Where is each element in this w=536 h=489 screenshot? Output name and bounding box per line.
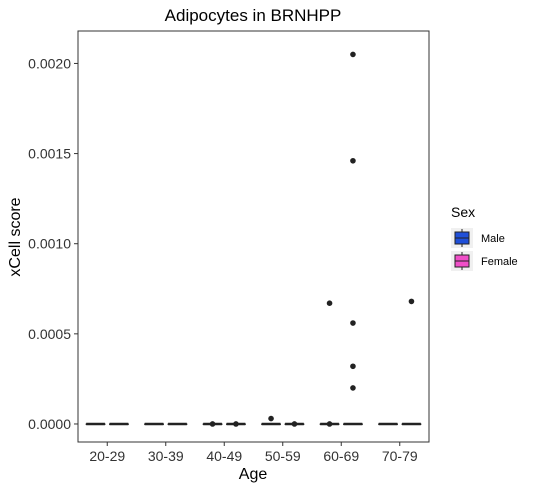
outlier-point <box>209 421 216 427</box>
x-axis: 20-29 30-39 40-49 50-59 60-69 70-79 <box>89 442 418 464</box>
y-axis-label: xCell score <box>7 197 24 276</box>
x-axis-label: Age <box>239 466 268 483</box>
x-tick-label: 50-59 <box>265 448 301 464</box>
y-tick-label: 0.0010 <box>28 236 71 252</box>
y-tick-label: 0.0020 <box>28 55 71 71</box>
outlier-point <box>350 51 356 58</box>
outlier-point <box>408 298 415 305</box>
legend-label: Male <box>481 233 505 245</box>
x-tick-label: 70-79 <box>382 448 418 464</box>
x-tick-label: 60-69 <box>323 448 359 464</box>
outlier-point <box>350 320 356 326</box>
legend: Sex Male Female <box>451 204 518 271</box>
chart-title: Adipocytes in BRNHPP <box>165 6 342 25</box>
chart-marks <box>85 51 422 427</box>
legend-keys: Male Female <box>451 228 518 271</box>
y-tick-label: 0.0015 <box>28 146 71 162</box>
plot-panel <box>77 30 430 443</box>
y-axis: 0.0000 0.0005 0.0010 0.0015 0.0020 <box>28 55 78 432</box>
outlier-point <box>291 421 298 427</box>
y-tick-label: 0.0005 <box>28 326 71 342</box>
x-tick-label: 30-39 <box>148 448 184 464</box>
y-tick-label: 0.0000 <box>28 416 71 432</box>
outlier-point <box>268 415 274 422</box>
x-tick-label: 40-49 <box>206 448 242 464</box>
outlier-point <box>350 385 356 391</box>
legend-title: Sex <box>451 204 475 220</box>
outlier-point <box>326 421 333 427</box>
x-tick-label: 20-29 <box>89 448 125 464</box>
outlier-point <box>350 363 356 370</box>
legend-label: Female <box>481 256 518 268</box>
outlier-point <box>326 300 333 306</box>
outlier-point <box>233 421 239 427</box>
outlier-point <box>350 157 356 164</box>
